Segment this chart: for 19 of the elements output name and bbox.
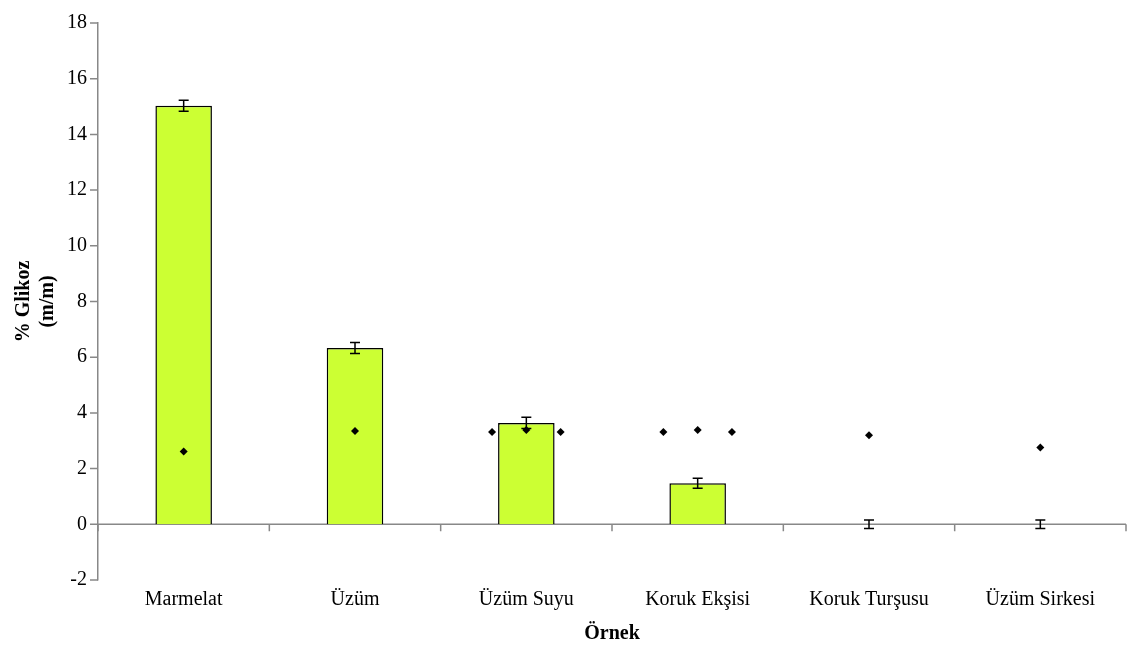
y-tick-label: 2 xyxy=(77,455,87,478)
y-axis-title: % Glikoz (m/m) xyxy=(11,260,59,343)
y-tick-label: 8 xyxy=(77,288,87,311)
y-tick-label: 18 xyxy=(67,10,87,33)
x-tick-label: Koruk Turşusu xyxy=(809,587,929,611)
x-axis-title: Örnek xyxy=(584,621,641,644)
x-tick-label: Koruk Ekşisi xyxy=(645,587,751,611)
x-tick-label: Üzüm xyxy=(330,587,380,610)
x-tick-label: Marmelat xyxy=(144,587,223,610)
y-tick-label: -2 xyxy=(70,567,87,590)
x-tick-label: Üzüm Sirkesi xyxy=(985,587,1096,610)
y-tick-label: 12 xyxy=(67,177,87,200)
y-tick-label: 6 xyxy=(77,344,87,367)
y-tick-label: 4 xyxy=(77,400,87,423)
y-tick-label: 0 xyxy=(77,511,87,534)
y-tick-label: 16 xyxy=(67,65,87,88)
x-tick-label: Üzüm Suyu xyxy=(478,587,574,611)
y-tick-label: 14 xyxy=(67,121,87,144)
y-tick-label: 10 xyxy=(67,233,87,256)
